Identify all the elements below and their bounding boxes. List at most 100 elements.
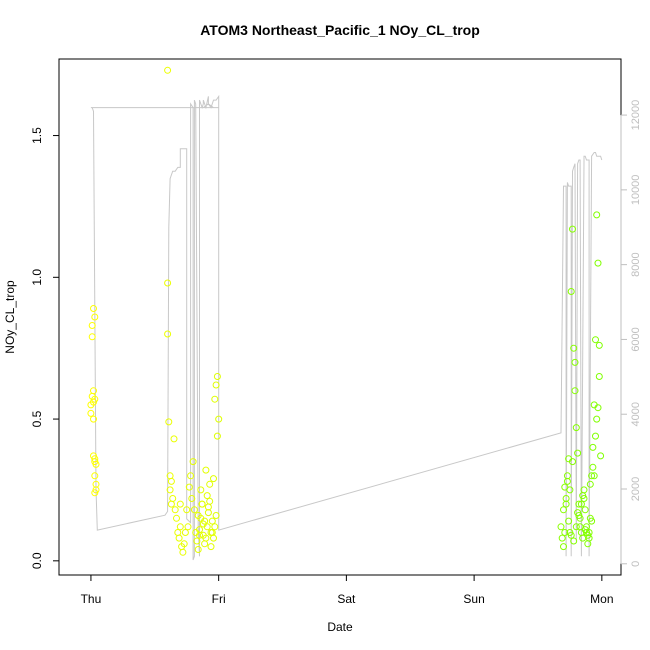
data-point <box>181 529 189 536</box>
data-point <box>210 475 217 483</box>
data-point <box>581 506 589 514</box>
data-point <box>213 432 221 440</box>
data-point <box>590 472 598 480</box>
data-point <box>201 517 209 525</box>
data-point <box>211 395 219 403</box>
data-point <box>167 500 175 508</box>
data-point <box>91 472 99 480</box>
x-tick-label: Sat <box>337 592 356 606</box>
data-point <box>91 313 99 321</box>
data-point <box>180 540 188 548</box>
data-point <box>595 341 603 349</box>
data-point <box>176 500 184 508</box>
y-tick-label: 0.5 <box>30 410 44 427</box>
data-point <box>594 259 602 267</box>
x-tick-label: Mon <box>590 592 613 606</box>
data-point <box>183 506 191 514</box>
data-point <box>189 458 197 466</box>
x-tick-label: Fri <box>212 592 226 606</box>
data-point <box>586 480 594 488</box>
data-point <box>169 495 177 502</box>
data-point <box>569 458 576 466</box>
data-point <box>167 477 175 485</box>
data-point <box>199 531 207 539</box>
data-point <box>561 529 569 536</box>
data-point <box>592 432 599 440</box>
data-point <box>90 387 97 395</box>
data-point <box>203 492 211 500</box>
data-point <box>571 387 579 395</box>
data-point <box>595 373 603 380</box>
data-point <box>179 548 187 556</box>
data-point <box>575 500 583 508</box>
data-point <box>166 486 174 494</box>
data-point <box>560 543 567 551</box>
data-point <box>579 492 587 500</box>
y-axis-label: NOy_CL_trop <box>3 280 17 354</box>
data-point <box>92 486 100 494</box>
x-axis-label: Date <box>327 620 353 634</box>
data-point <box>201 540 209 548</box>
data-point <box>584 531 592 539</box>
x-tick-label: Thu <box>81 592 102 606</box>
data-point <box>194 512 202 519</box>
data-point <box>204 503 212 511</box>
data-point <box>560 506 567 514</box>
data-point <box>187 472 195 480</box>
data-point <box>593 415 601 423</box>
altitude-line <box>90 94 603 561</box>
y2-tick-label: 12000 <box>630 100 642 131</box>
data-point <box>207 543 215 551</box>
data-point <box>88 322 96 329</box>
axes-layer: Thu Fri Sat Sun Mon 0.0 0.5 1.0 1.5 0 2000 4000 6000… <box>30 100 642 606</box>
data-point <box>194 546 202 553</box>
data-point <box>206 480 214 488</box>
data-point <box>197 486 205 494</box>
data-point <box>592 336 599 344</box>
data-point <box>215 415 223 423</box>
data-point <box>567 288 575 295</box>
data-point <box>572 424 580 432</box>
data-point <box>91 458 99 466</box>
data-point <box>561 483 569 491</box>
data-point <box>581 526 589 534</box>
data-point <box>594 404 602 412</box>
data-point <box>176 523 184 531</box>
y2-tick-label: 2000 <box>630 477 642 501</box>
data-point <box>212 381 220 389</box>
y-tick-label: 1.0 <box>30 269 44 286</box>
data-point <box>211 523 219 531</box>
data-point <box>188 495 196 502</box>
data-point <box>574 449 582 457</box>
data-point <box>212 512 220 519</box>
chart-title: ATOM3 Northeast_Pacific_1 NOy_CL_trop <box>200 22 480 38</box>
data-point <box>171 506 179 514</box>
data-point <box>196 526 203 534</box>
data-point <box>185 483 193 491</box>
plot-frame <box>58 58 622 576</box>
y-tick-label: 1.5 <box>30 127 44 144</box>
data-point <box>164 279 172 287</box>
data-point <box>577 500 585 508</box>
data-point <box>565 517 573 525</box>
y2-tick-label: 4000 <box>630 402 642 426</box>
data-point <box>202 466 210 474</box>
data-point <box>213 373 221 380</box>
data-point <box>164 330 172 338</box>
y-tick-label: 0.0 <box>30 552 44 569</box>
y2-tick-label: 0 <box>630 561 642 567</box>
data-point <box>210 534 217 542</box>
data-point <box>597 452 605 460</box>
y2-tick-label: 10000 <box>630 175 642 206</box>
data-point <box>571 358 579 366</box>
data-point <box>572 523 580 531</box>
data-point <box>584 540 592 548</box>
data-layer <box>87 66 605 561</box>
data-point <box>562 495 570 502</box>
data-point <box>206 497 214 505</box>
data-point <box>90 398 97 406</box>
data-point <box>589 463 597 471</box>
data-point <box>566 486 574 494</box>
y2-tick-label: 6000 <box>630 327 642 351</box>
data-point <box>184 523 192 531</box>
